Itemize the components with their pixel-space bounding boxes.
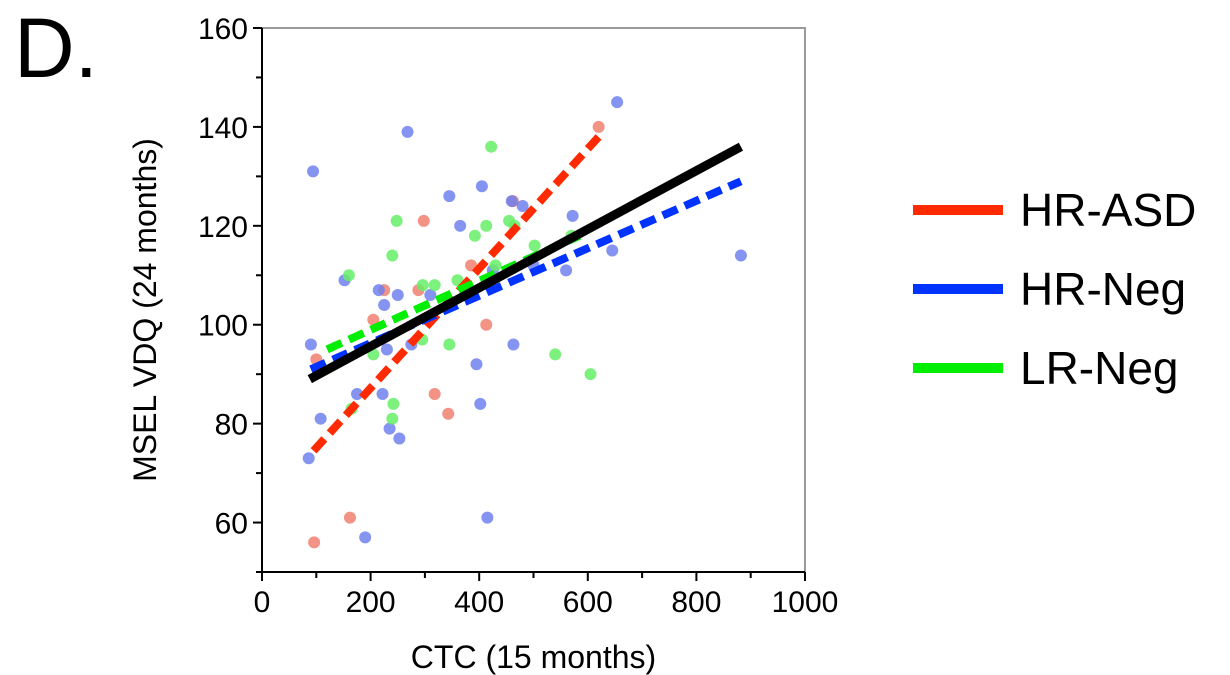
data-point: [428, 279, 441, 292]
data-point: [480, 219, 493, 232]
data-point: [443, 190, 456, 203]
panel-label: D.: [14, 1, 98, 95]
data-point: [416, 279, 429, 292]
fit-line-overall: [307, 142, 744, 384]
data-point: [475, 180, 488, 193]
data-point: [424, 289, 437, 302]
data-point: [417, 214, 430, 227]
x-tick-label: 0: [254, 586, 271, 619]
x-axis-title: CTC (15 months): [411, 639, 656, 675]
data-point: [387, 397, 400, 410]
data-point: [302, 452, 315, 465]
data-point: [359, 531, 372, 544]
legend-label: HR-Neg: [1020, 263, 1186, 315]
data-point: [584, 368, 597, 381]
y-tick-label: 140: [198, 112, 248, 145]
data-point: [481, 511, 494, 524]
data-point: [393, 432, 406, 445]
x-tick-label: 800: [671, 586, 721, 619]
x-tick-label: 200: [346, 586, 396, 619]
data-point: [480, 318, 493, 331]
data-point: [592, 120, 605, 133]
data-point: [454, 219, 467, 232]
y-tick-label: 60: [215, 508, 248, 541]
data-point: [507, 338, 520, 351]
data-point: [308, 536, 321, 549]
y-tick-label: 120: [198, 211, 248, 244]
data-point: [383, 422, 396, 435]
data-point: [351, 387, 364, 400]
data-point: [380, 343, 393, 356]
y-axis-title: MSEL VDQ (24 months): [127, 138, 163, 482]
y-tick-label: 160: [198, 13, 248, 46]
data-point: [307, 165, 320, 178]
data-point: [489, 259, 502, 272]
fit-line-hr-asd: [310, 134, 602, 454]
data-point: [505, 195, 518, 208]
data-point: [560, 264, 573, 277]
data-point: [474, 397, 487, 410]
data-point: [485, 140, 498, 153]
legend-label: HR-ASD: [1020, 184, 1196, 236]
data-point: [372, 284, 385, 297]
y-axis: 60 80 100 120 140 160: [198, 13, 263, 573]
x-tick-label: 600: [563, 586, 613, 619]
plot-area: [261, 27, 806, 573]
data-point: [342, 269, 355, 282]
y-tick-label: 100: [198, 310, 248, 343]
data-point: [734, 249, 747, 262]
plot-frame: [261, 27, 806, 573]
data-point: [367, 313, 380, 326]
data-point: [470, 358, 483, 371]
x-tick-label: 400: [454, 586, 504, 619]
data-point: [314, 412, 327, 425]
data-point: [401, 125, 414, 138]
legend: HR-ASD HR-Neg LR-Neg: [913, 184, 1196, 394]
data-point: [606, 244, 619, 257]
data-point: [468, 229, 481, 242]
legend-label: LR-Neg: [1020, 342, 1179, 394]
data-point: [443, 338, 456, 351]
data-point: [549, 348, 562, 361]
data-point: [442, 407, 455, 420]
x-tick-label: 1000: [772, 586, 839, 619]
data-point: [343, 511, 356, 524]
x-axis: 0 200 400 600 800 1000: [254, 571, 839, 619]
data-point: [376, 387, 389, 400]
data-point: [516, 200, 529, 213]
data-point: [304, 338, 317, 351]
data-point: [566, 209, 579, 222]
data-point: [390, 214, 403, 227]
data-point: [378, 298, 391, 311]
data-point: [386, 249, 399, 262]
y-tick-label: 80: [215, 409, 248, 442]
data-point: [391, 289, 404, 302]
data-point: [428, 387, 441, 400]
data-point: [528, 239, 541, 252]
data-point: [611, 96, 624, 109]
data-point: [386, 412, 399, 425]
